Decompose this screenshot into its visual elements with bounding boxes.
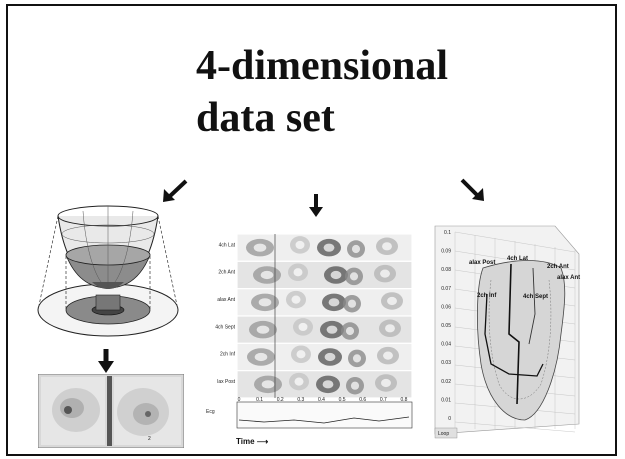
time-axis-caption: Time ⟶ [236, 437, 269, 446]
surface-label: 4ch Sept [523, 294, 548, 300]
y-tick-label: 0.05 [441, 323, 451, 329]
right-surface-plot: 0.1 0.09 0.08 0.07 0.06 0.05 0.04 0.03 0.02 0.01 0… [434, 225, 580, 439]
arrow-down-left-icon [163, 179, 188, 202]
slide-frame [6, 4, 617, 456]
y-tick-label: 0 [448, 416, 451, 422]
svg-text:2: 2 [148, 436, 151, 442]
y-tick-label: 0.01 [441, 397, 451, 403]
row-label: 4ch Lat [219, 242, 236, 248]
echo-image-slices: 2 [38, 374, 184, 448]
x-tick-label: 0.7 [380, 397, 387, 403]
arrow-down-icon [309, 194, 323, 217]
x-tick-label: 0.4 [318, 397, 325, 403]
contour-row-band [236, 288, 413, 317]
y-tick-label: 0.06 [441, 304, 451, 310]
title-line-2: data set [196, 95, 335, 141]
x-tick-label: 0.1 [256, 397, 263, 403]
ecg-label: Ecg [206, 409, 215, 415]
contour-row-band [236, 260, 413, 290]
x-tick-label: 0.8 [401, 397, 408, 403]
slide-title: 4-dimensional data set [196, 40, 448, 144]
row-label: 2ch Inf [220, 352, 236, 358]
y-tick-label: 0.08 [441, 267, 451, 273]
contour-row-band [236, 370, 413, 399]
x-tick-label: 0.5 [339, 397, 346, 403]
y-tick-label: 0.04 [441, 342, 451, 348]
contour-row-band [236, 342, 413, 372]
row-label: alax Ant [217, 297, 235, 303]
loop-label: Loop [438, 431, 449, 437]
y-tick-label: 0.03 [441, 360, 451, 366]
contour-row-band [236, 233, 413, 262]
row-label: lax Post [217, 379, 235, 385]
center-contour-plot: 4ch Lat 2ch Ant alax Ant 4ch Sept 2ch Inf lax… [204, 232, 414, 432]
surface-label: alax Post [469, 260, 495, 266]
y-tick-label: 0.09 [441, 249, 451, 255]
y-tick-label: 0.1 [444, 230, 451, 236]
paraboloid-illustration [37, 205, 179, 337]
row-label: 4ch Sept [215, 324, 235, 330]
x-tick-label: 0.3 [297, 397, 304, 403]
surface-label: 4ch Lat [507, 256, 528, 262]
surface-label: alax Ant [557, 275, 580, 281]
surface-label: 2ch Ant [547, 264, 569, 270]
x-tick-label: 0 [238, 397, 241, 403]
row-label: 2ch Ant [218, 270, 235, 276]
x-tick-label: 0.2 [277, 397, 284, 403]
y-tick-label: 0.02 [441, 379, 451, 385]
y-tick-label: 0.07 [441, 286, 451, 292]
title-line-1: 4-dimensional [196, 43, 449, 89]
x-tick-label: 0.6 [359, 397, 366, 403]
arrow-down-bold-icon [98, 349, 114, 373]
arrow-down-right-icon [460, 178, 484, 201]
contour-row-band [236, 315, 413, 344]
surface-label: 2ch Inf [477, 293, 497, 299]
